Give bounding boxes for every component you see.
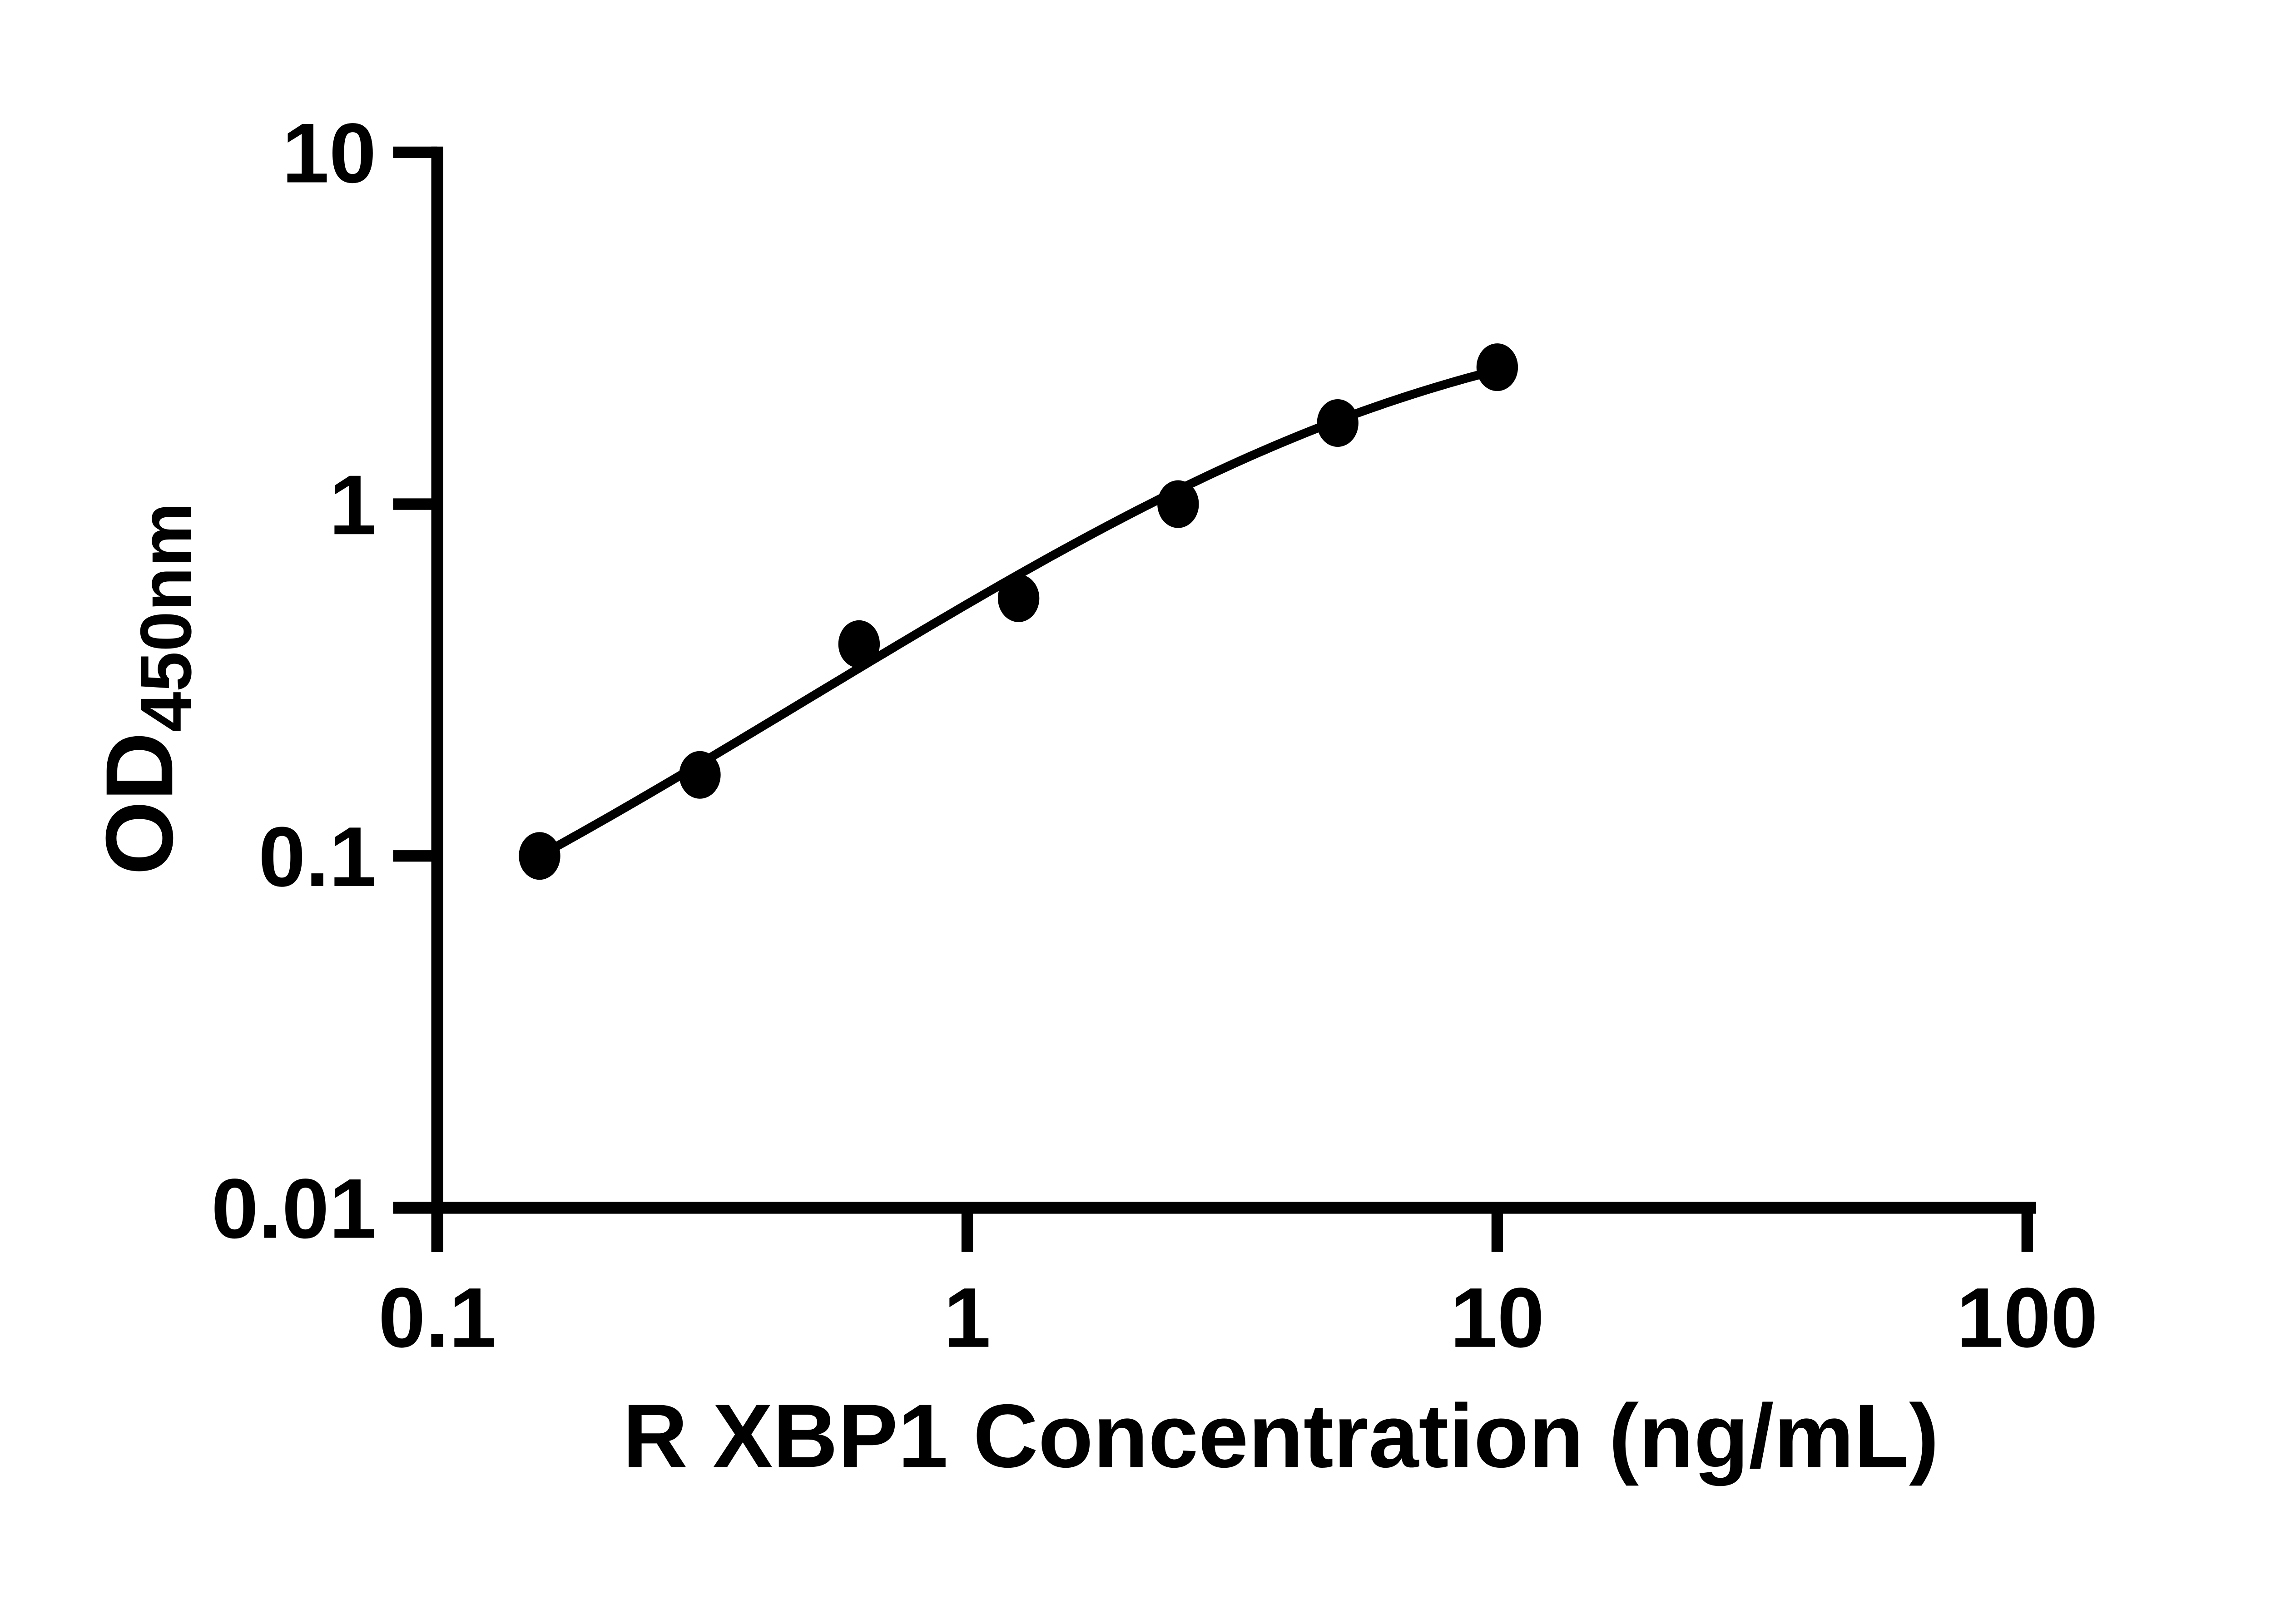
data-point: [519, 832, 560, 880]
data-point: [1476, 343, 1518, 391]
x-tick-label: 100: [1956, 1270, 2097, 1365]
data-point: [997, 574, 1040, 622]
x-axis-title: R XBP1 Concentration (ng/mL): [623, 1386, 1939, 1486]
x-tick-label: 10: [1450, 1270, 1545, 1365]
data-point: [679, 751, 721, 799]
x-tick-label: 0.1: [378, 1270, 496, 1365]
y-axis-title-main: OD: [86, 732, 193, 875]
y-tick-label: 10: [282, 105, 377, 200]
x-tick-label: 1: [944, 1270, 991, 1365]
elisa-standard-curve-figure: 0.01 0.1 1 10 0.1 1 10 100 R XBP1 Concentration…: [86, 105, 2098, 1487]
y-tick-label: 0.1: [258, 809, 377, 904]
y-tick-label: 1: [329, 457, 377, 552]
y-tick-label: 0.01: [211, 1161, 376, 1256]
y-axis-title: OD450nm: [86, 503, 206, 875]
data-point: [1317, 399, 1359, 447]
data-point: [1157, 480, 1199, 528]
data-point: [838, 620, 880, 668]
y-axis-title-subscript: 450nm: [125, 503, 206, 732]
